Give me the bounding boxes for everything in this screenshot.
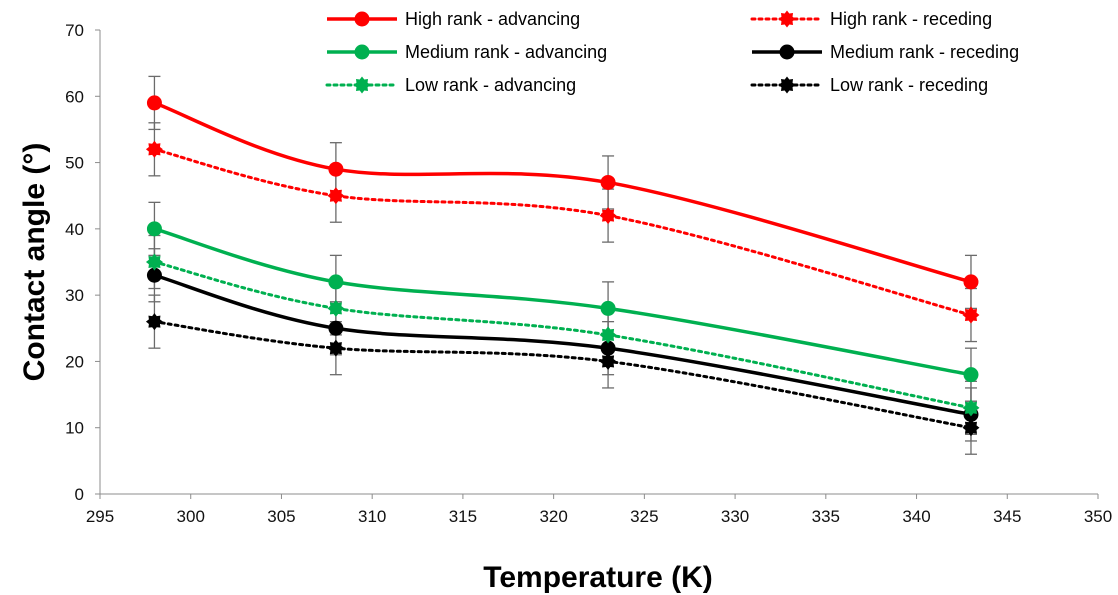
- series-line-medium-rank-receding: [153, 273, 972, 417]
- data-point-low-rank-receding: [962, 419, 980, 437]
- data-point-medium-rank-receding: [328, 320, 344, 336]
- x-tick-label: 310: [358, 507, 386, 526]
- axes: 0 10 20 30 40 50 60 70 295 300 305 310 315 320 325 330 3…: [65, 21, 1112, 526]
- y-tick-label: 60: [65, 87, 84, 106]
- legend-item: Low rank - advancing: [325, 75, 576, 95]
- data-point-medium-rank-advancing: [328, 274, 344, 290]
- x-axis-title: Temperature (K): [483, 561, 712, 594]
- x-tick-label: 320: [539, 507, 567, 526]
- y-tick-label: 50: [65, 154, 84, 173]
- data-point-high-rank-receding: [145, 140, 163, 158]
- data-point-low-rank-advancing: [327, 299, 345, 317]
- data-point-high-rank-receding: [599, 207, 617, 225]
- y-tick-label: 70: [65, 21, 84, 40]
- data-point-low-rank-receding: [145, 313, 163, 331]
- y-tick-label: 30: [65, 286, 84, 305]
- series-markers: [145, 95, 980, 437]
- data-point-low-rank-receding: [599, 352, 617, 370]
- series-line-low-rank-advancing: [152, 260, 973, 410]
- data-point-high-rank-receding: [327, 187, 345, 205]
- x-tick-label: 315: [449, 507, 477, 526]
- series-lines: [152, 101, 973, 430]
- legend-marker-low-rank-advancing: [353, 76, 371, 94]
- legend-marker-high-rank-advancing: [354, 11, 370, 27]
- legend-item: Low rank - receding: [750, 75, 988, 95]
- x-tick-label: 335: [812, 507, 840, 526]
- x-tick-label: 340: [902, 507, 930, 526]
- y-axis-title: Contact angle (°): [18, 143, 51, 382]
- legend-label: High rank - receding: [830, 9, 992, 29]
- data-point-high-rank-receding: [962, 306, 980, 324]
- series-line-low-rank-receding: [152, 320, 973, 430]
- x-tick-label: 345: [993, 507, 1021, 526]
- y-tick-label: 10: [65, 419, 84, 438]
- data-point-low-rank-receding: [327, 339, 345, 357]
- y-tick-label: 40: [65, 220, 84, 239]
- data-point-low-rank-advancing: [145, 253, 163, 271]
- data-point-high-rank-advancing: [963, 274, 979, 290]
- x-tick-label: 350: [1084, 507, 1112, 526]
- x-tick-label: 295: [86, 507, 114, 526]
- data-point-medium-rank-advancing: [146, 221, 162, 237]
- x-tick-label: 305: [267, 507, 295, 526]
- x-tick-label: 300: [177, 507, 205, 526]
- legend-label: Low rank - advancing: [405, 75, 576, 95]
- series-line-high-rank-advancing: [153, 101, 972, 284]
- legend-item: Medium rank - advancing: [327, 42, 607, 62]
- legend-item: High rank - advancing: [327, 9, 580, 29]
- legend-label: Low rank - receding: [830, 75, 988, 95]
- data-point-high-rank-advancing: [600, 174, 616, 190]
- legend-label: Medium rank - advancing: [405, 42, 607, 62]
- legend-marker-low-rank-receding: [778, 76, 796, 94]
- legend-label: High rank - advancing: [405, 9, 580, 29]
- legend-label: Medium rank - receding: [830, 42, 1019, 62]
- x-tick-label: 325: [630, 507, 658, 526]
- data-point-high-rank-advancing: [146, 95, 162, 111]
- legend-marker-medium-rank-receding: [779, 44, 795, 60]
- legend: High rank - advancing High rank - recedin…: [325, 9, 1019, 95]
- data-point-medium-rank-receding: [146, 267, 162, 283]
- x-tick-label: 330: [721, 507, 749, 526]
- legend-item: High rank - receding: [750, 9, 992, 29]
- data-point-medium-rank-receding: [600, 340, 616, 356]
- series-line-high-rank-receding: [152, 147, 973, 317]
- data-point-medium-rank-advancing: [600, 300, 616, 316]
- series-line-medium-rank-advancing: [153, 227, 972, 377]
- y-tick-label: 20: [65, 352, 84, 371]
- data-point-medium-rank-advancing: [963, 367, 979, 383]
- legend-marker-high-rank-receding: [778, 10, 796, 28]
- data-point-low-rank-advancing: [599, 326, 617, 344]
- y-tick-label: 0: [75, 485, 84, 504]
- data-point-low-rank-advancing: [962, 399, 980, 417]
- legend-marker-medium-rank-advancing: [354, 44, 370, 60]
- legend-item: Medium rank - receding: [752, 42, 1019, 62]
- error-bars: [148, 75, 977, 455]
- data-point-high-rank-advancing: [328, 161, 344, 177]
